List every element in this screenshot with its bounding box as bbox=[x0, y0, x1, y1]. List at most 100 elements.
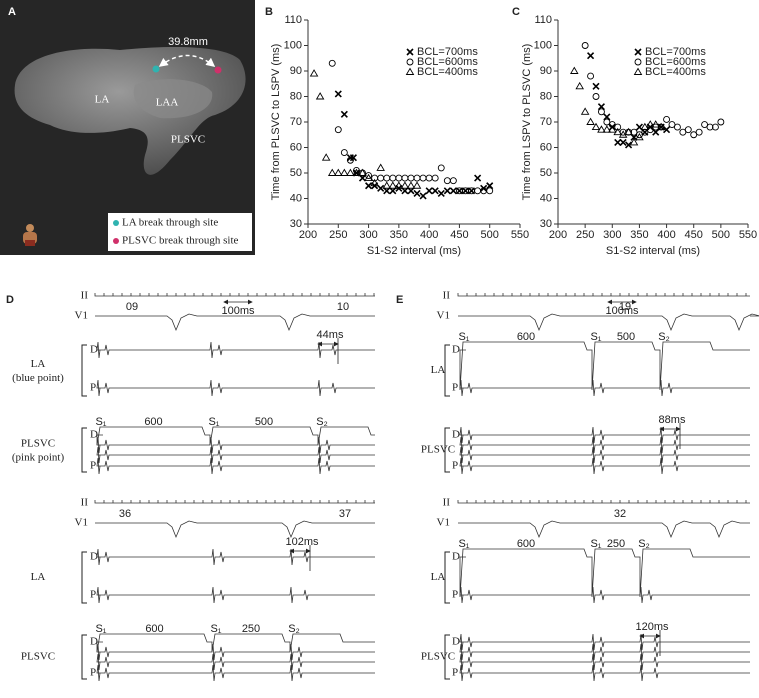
stimulus-label: S₁ bbox=[590, 538, 601, 550]
panel-a: A 39.8mm LA LAA PLSVC LA break through s… bbox=[0, 0, 255, 255]
channel-label: P bbox=[452, 589, 458, 601]
scale-label: 100ms bbox=[605, 305, 639, 317]
point bbox=[364, 173, 373, 182]
x-tick-label: 500 bbox=[481, 229, 499, 241]
stimulus-label: 600 bbox=[517, 538, 535, 550]
point bbox=[474, 187, 482, 195]
point bbox=[365, 182, 373, 190]
bracket bbox=[81, 344, 87, 397]
legend-label: BCL=400ms bbox=[417, 66, 478, 78]
legend-label: BCL=700ms bbox=[417, 46, 478, 58]
electrogram bbox=[96, 436, 375, 454]
point bbox=[437, 189, 445, 197]
beat-number: 09 bbox=[126, 301, 138, 313]
point bbox=[334, 126, 342, 134]
y-tick-label: 60 bbox=[290, 141, 302, 153]
point bbox=[328, 59, 336, 67]
beat-number: 36 bbox=[119, 508, 131, 520]
point bbox=[449, 187, 457, 195]
x-tick-label: 300 bbox=[359, 229, 377, 241]
point bbox=[449, 177, 457, 185]
stimulus-label: S₂ bbox=[658, 331, 670, 343]
y-tick-label: 40 bbox=[290, 192, 302, 204]
scale-label: 100ms bbox=[221, 305, 255, 317]
point bbox=[690, 131, 698, 139]
stimulus-label: S₁ bbox=[95, 416, 106, 428]
legend-marker bbox=[113, 238, 119, 244]
y-tick-label: 90 bbox=[540, 65, 552, 77]
point bbox=[706, 123, 714, 131]
point bbox=[340, 168, 349, 176]
electrogram bbox=[459, 341, 750, 391]
distance-label: 39.8mm bbox=[168, 36, 208, 48]
bracket bbox=[444, 344, 450, 397]
la-site bbox=[152, 65, 160, 73]
electrogram bbox=[96, 341, 375, 359]
region-label: LA bbox=[95, 94, 110, 106]
y-tick-label: 70 bbox=[290, 116, 302, 128]
point bbox=[327, 168, 337, 176]
lead-label: II bbox=[443, 497, 451, 509]
point bbox=[663, 115, 671, 123]
point bbox=[376, 163, 385, 171]
electrogram bbox=[96, 379, 375, 397]
point bbox=[443, 187, 451, 195]
panel-label: B bbox=[265, 6, 273, 18]
point bbox=[334, 90, 342, 98]
point bbox=[334, 168, 343, 176]
x-tick-label: 250 bbox=[329, 229, 347, 241]
point bbox=[624, 127, 633, 136]
legend-marker bbox=[113, 220, 119, 226]
site-name: PLSVC bbox=[21, 651, 55, 663]
point bbox=[425, 187, 433, 195]
ecg-lead-v1 bbox=[458, 313, 759, 332]
point bbox=[443, 177, 451, 185]
point bbox=[587, 72, 595, 80]
channel-label: P bbox=[452, 460, 458, 472]
point bbox=[370, 178, 379, 187]
legend-marker bbox=[633, 67, 643, 75]
point bbox=[701, 121, 709, 129]
distance-arrow bbox=[158, 54, 216, 67]
ecg-lead-ii bbox=[457, 293, 750, 297]
site-note: (blue point) bbox=[12, 372, 64, 384]
electrogram bbox=[96, 643, 375, 661]
lead-label: V1 bbox=[437, 310, 450, 322]
electrogram bbox=[459, 446, 750, 464]
point bbox=[419, 174, 427, 182]
panel-label: D bbox=[6, 294, 14, 306]
channel-label: P bbox=[90, 382, 96, 394]
site-note: (pink point) bbox=[12, 452, 65, 464]
channel-label: P bbox=[452, 382, 458, 394]
point bbox=[407, 187, 415, 195]
x-tick-label: 500 bbox=[712, 229, 730, 241]
point bbox=[597, 108, 605, 116]
point bbox=[597, 125, 606, 133]
point bbox=[651, 120, 660, 128]
point bbox=[358, 168, 367, 176]
legend-label: BCL=700ms bbox=[645, 46, 706, 58]
y-axis-label: Time from PLSVC to LSPV (ms) bbox=[270, 44, 282, 201]
electrogram bbox=[459, 426, 750, 444]
channel-label: D bbox=[90, 429, 98, 441]
legend-marker bbox=[634, 58, 642, 66]
point bbox=[394, 181, 404, 189]
electrogram bbox=[96, 586, 375, 604]
stimulus-label: S₂ bbox=[638, 538, 650, 550]
laa-model bbox=[133, 79, 213, 119]
electrogram bbox=[96, 548, 375, 566]
lead-label: V1 bbox=[75, 517, 88, 529]
site-name: LA bbox=[31, 358, 46, 370]
stimulus-label: S₁ bbox=[458, 538, 469, 550]
delay-label: 120ms bbox=[635, 621, 669, 633]
stimulus-label: 500 bbox=[617, 331, 635, 343]
ecg-lead-v1 bbox=[95, 520, 375, 539]
point bbox=[315, 92, 325, 100]
point bbox=[684, 126, 692, 134]
region-label: PLSVC bbox=[171, 134, 205, 146]
ecg-lead-ii bbox=[94, 500, 375, 504]
y-tick-label: 80 bbox=[290, 90, 302, 102]
y-tick-label: 110 bbox=[534, 14, 552, 26]
x-tick-label: 450 bbox=[685, 229, 703, 241]
point bbox=[591, 122, 601, 131]
